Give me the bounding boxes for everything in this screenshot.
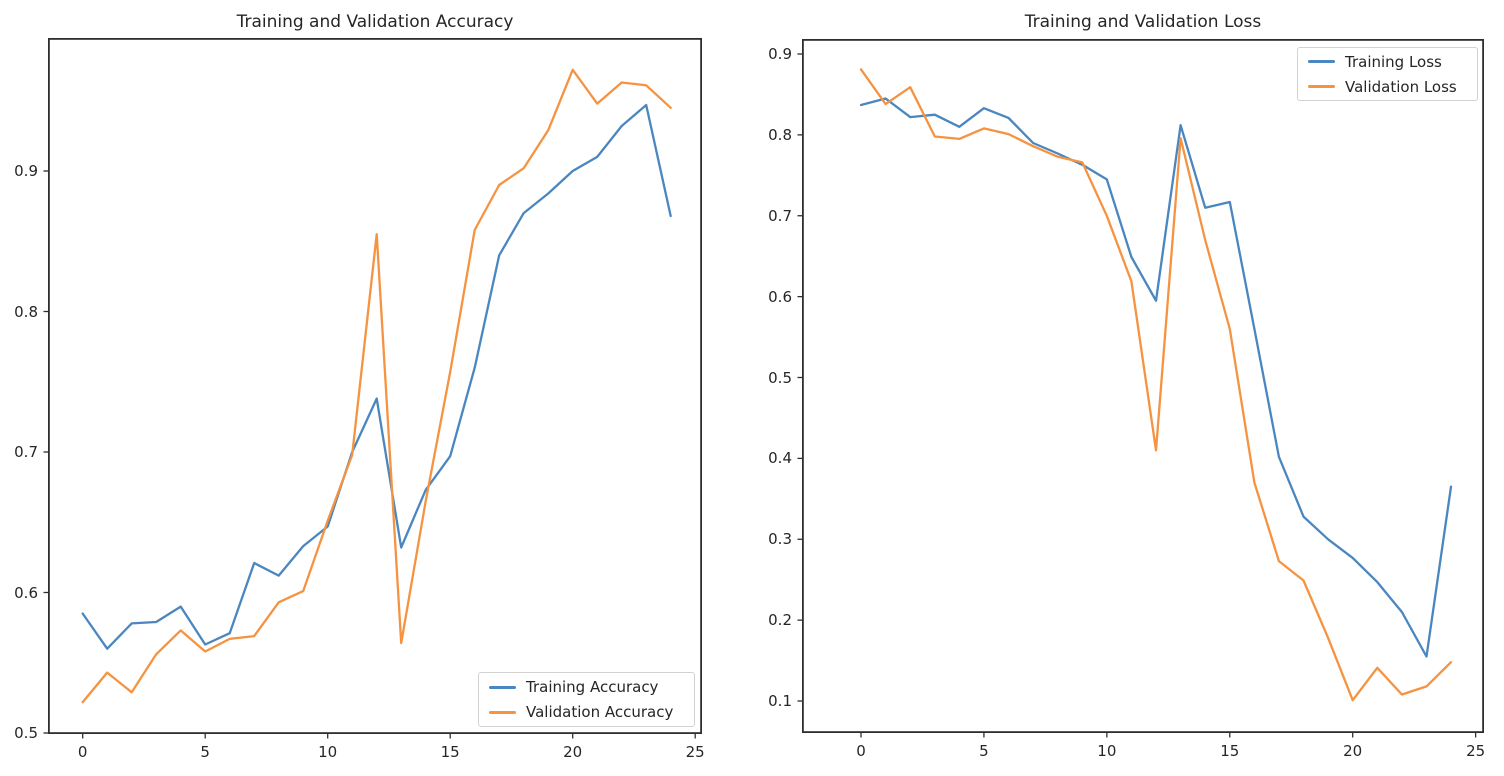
- y-tick-label: 0.9: [768, 45, 792, 63]
- y-tick-label: 0.4: [768, 449, 792, 468]
- y-tick-label: 0.2: [768, 611, 792, 630]
- loss-legend: Training Loss Validation Loss: [1297, 47, 1478, 101]
- y-tick-label: 0.5: [768, 368, 792, 387]
- y-tick-label: 0.1: [768, 692, 792, 710]
- training-accuracy-line-swatch: [489, 685, 516, 689]
- y-tick-label: 0.8: [14, 302, 38, 321]
- accuracy-legend: Training Accuracy Validation Accuracy: [478, 672, 695, 727]
- validation-accuracy-line: [81, 68, 672, 704]
- x-tick-label: 10: [1097, 742, 1117, 760]
- y-tick-label: 0.6: [14, 583, 38, 602]
- validation-loss-legend-label: Validation Loss: [1345, 77, 1457, 96]
- training-loss-line: [859, 97, 1453, 658]
- legend-row-validation-accuracy: Validation Accuracy: [489, 703, 684, 721]
- validation-accuracy-line-swatch: [489, 710, 516, 714]
- legend-row-training-loss: Training Loss: [1308, 53, 1467, 71]
- y-tick-label: 0.7: [768, 206, 792, 225]
- validation-accuracy-legend-label: Validation Accuracy: [526, 703, 674, 721]
- x-tick-label: 0: [77, 743, 88, 761]
- x-tick-label: 15: [440, 743, 460, 761]
- x-tick-label: 25: [1466, 742, 1486, 760]
- y-tick-label: 0.6: [768, 287, 792, 306]
- training-loss-legend-label: Training Loss: [1345, 52, 1442, 71]
- y-tick-label: 0.7: [14, 443, 38, 461]
- training-loss-line-swatch: [1308, 60, 1335, 63]
- x-tick-label: 0: [856, 742, 866, 760]
- x-tick-label: 5: [979, 742, 989, 760]
- x-tick-label: 15: [1220, 742, 1240, 760]
- y-tick-label: 0.5: [14, 724, 38, 742]
- legend-row-validation-loss: Validation Loss: [1308, 78, 1467, 96]
- validation-loss-line: [859, 68, 1453, 702]
- loss-plot-area: [797, 38, 1485, 738]
- y-tick-label: 0.8: [768, 125, 792, 144]
- y-tick-label: 0.9: [14, 162, 38, 180]
- loss-chart-title: Training and Validation Loss: [1024, 12, 1262, 32]
- training-accuracy-line: [81, 103, 672, 650]
- training-accuracy-legend-label: Training Accuracy: [526, 678, 659, 696]
- legend-row-training-accuracy: Training Accuracy: [489, 678, 684, 696]
- x-tick-label: 25: [685, 743, 705, 761]
- x-tick-label: 10: [318, 743, 338, 761]
- accuracy-plot-area: [43, 37, 703, 739]
- x-tick-label: 20: [563, 743, 583, 761]
- x-tick-label: 5: [200, 743, 210, 761]
- x-tick-label: 20: [1343, 742, 1363, 760]
- accuracy-chart-title: Training and Validation Accuracy: [236, 12, 514, 32]
- validation-loss-line-swatch: [1308, 85, 1335, 88]
- y-tick-label: 0.3: [768, 530, 792, 549]
